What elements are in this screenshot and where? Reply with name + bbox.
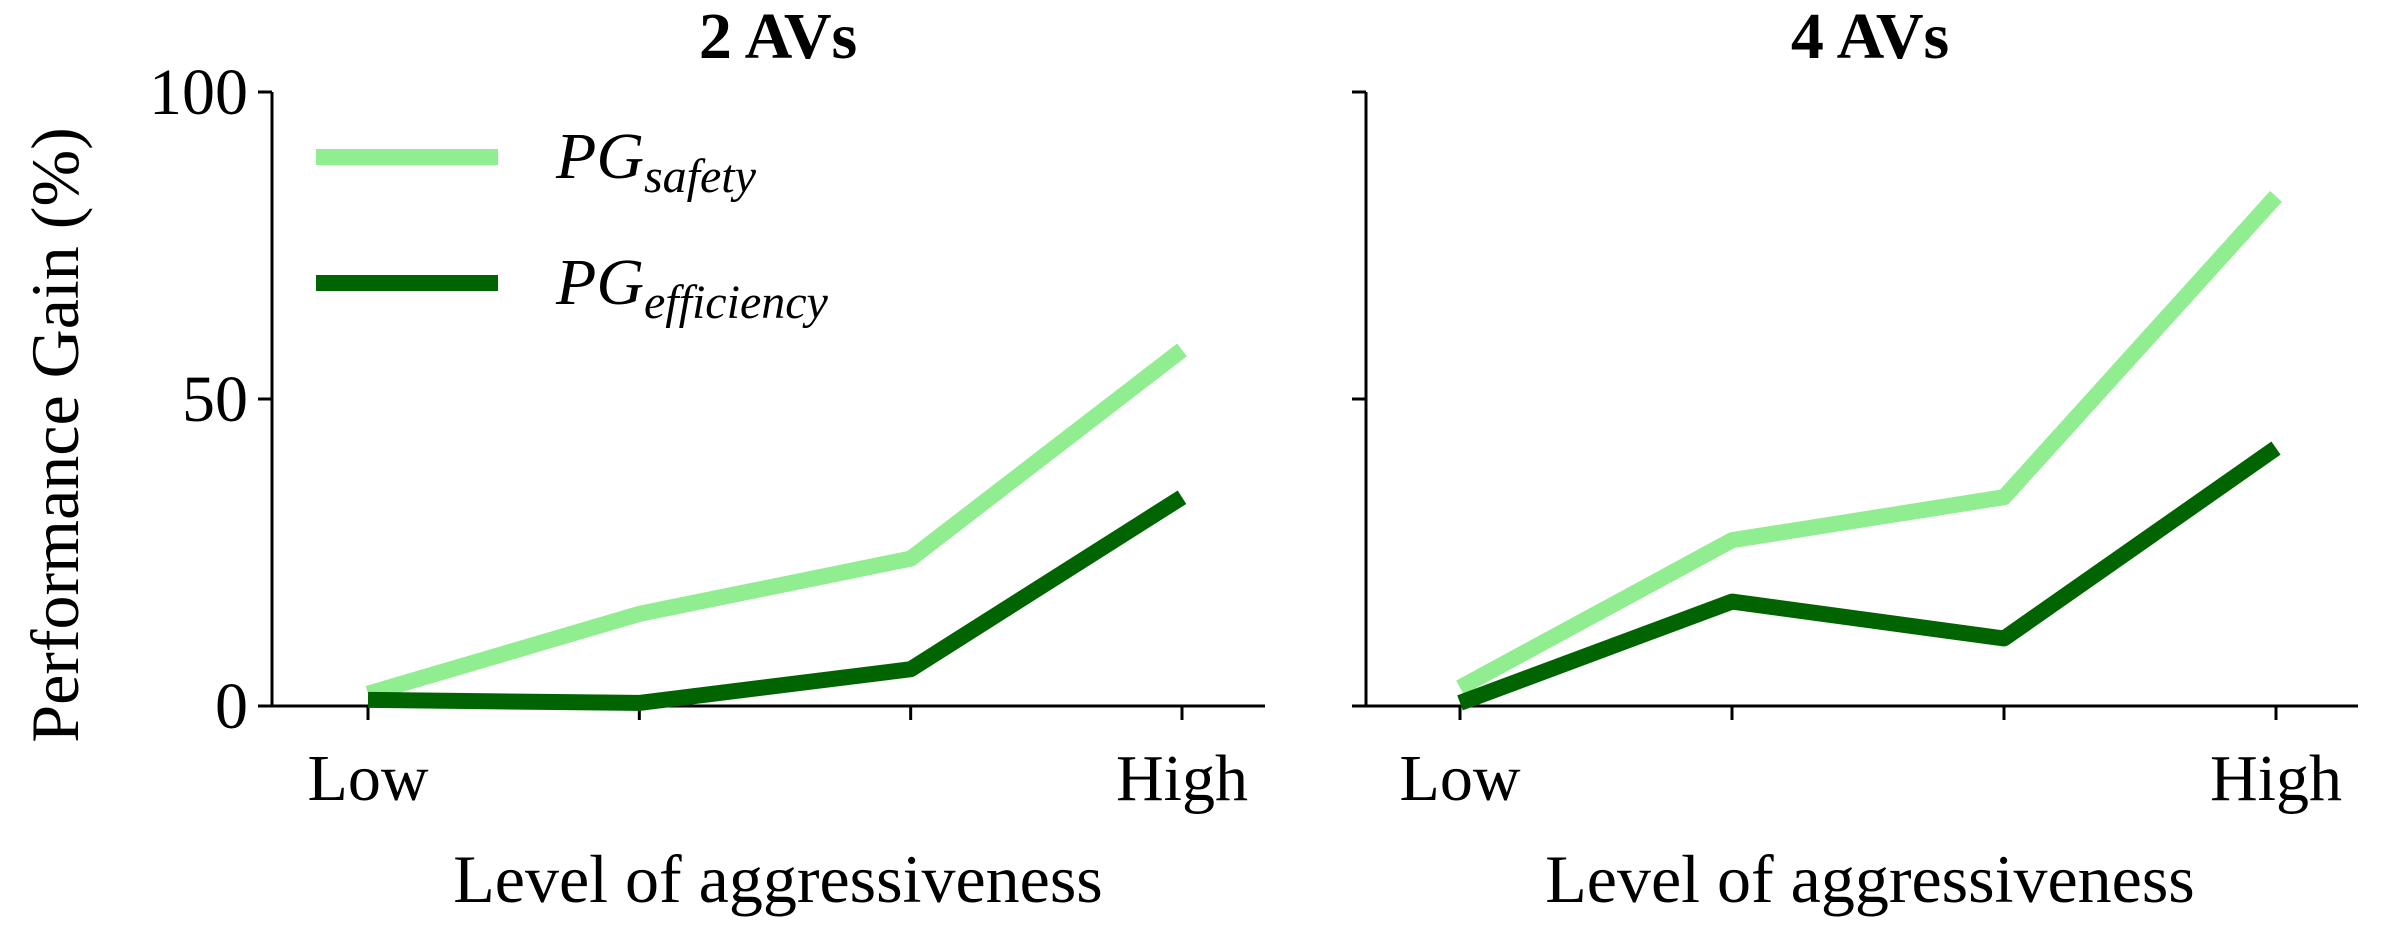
axes: 0 50 100 Low High <box>149 56 1265 815</box>
y-tick-label: 100 <box>149 56 248 129</box>
panel-2avs: 2 AVs Performance Gain (%) Level of aggr… <box>17 0 1265 917</box>
x-tick-label: High <box>2210 742 2342 815</box>
series-line-efficiency <box>367 490 1187 711</box>
panel-title: 2 AVs <box>699 0 857 73</box>
x-tick-label: Low <box>308 742 429 815</box>
panel-title: 4 AVs <box>1791 0 1949 73</box>
legend: PGsafety PGefficiency <box>316 120 829 329</box>
series-line-safety <box>365 343 1187 702</box>
plot-lines <box>365 343 1187 711</box>
series-line-efficiency <box>1457 441 2281 711</box>
y-tick-label: 50 <box>182 363 248 436</box>
y-tick-label: 0 <box>215 670 248 743</box>
y-axis-label: Performance Gain (%) <box>17 127 93 743</box>
legend-label-efficiency: PGefficiency <box>555 246 829 329</box>
x-axis-label: Level of aggressiveness <box>1545 841 2195 917</box>
plot-lines <box>1456 191 2282 711</box>
x-tick-label: High <box>1116 742 1248 815</box>
x-axis-label: Level of aggressiveness <box>453 841 1103 917</box>
legend-label-safety: PGsafety <box>555 120 757 203</box>
series-line-safety <box>1456 191 2282 695</box>
axes: Low High <box>1352 90 2358 815</box>
panel-4avs: 4 AVs Level of aggressiveness Low High <box>1352 0 2358 917</box>
x-tick-label: Low <box>1400 742 1521 815</box>
